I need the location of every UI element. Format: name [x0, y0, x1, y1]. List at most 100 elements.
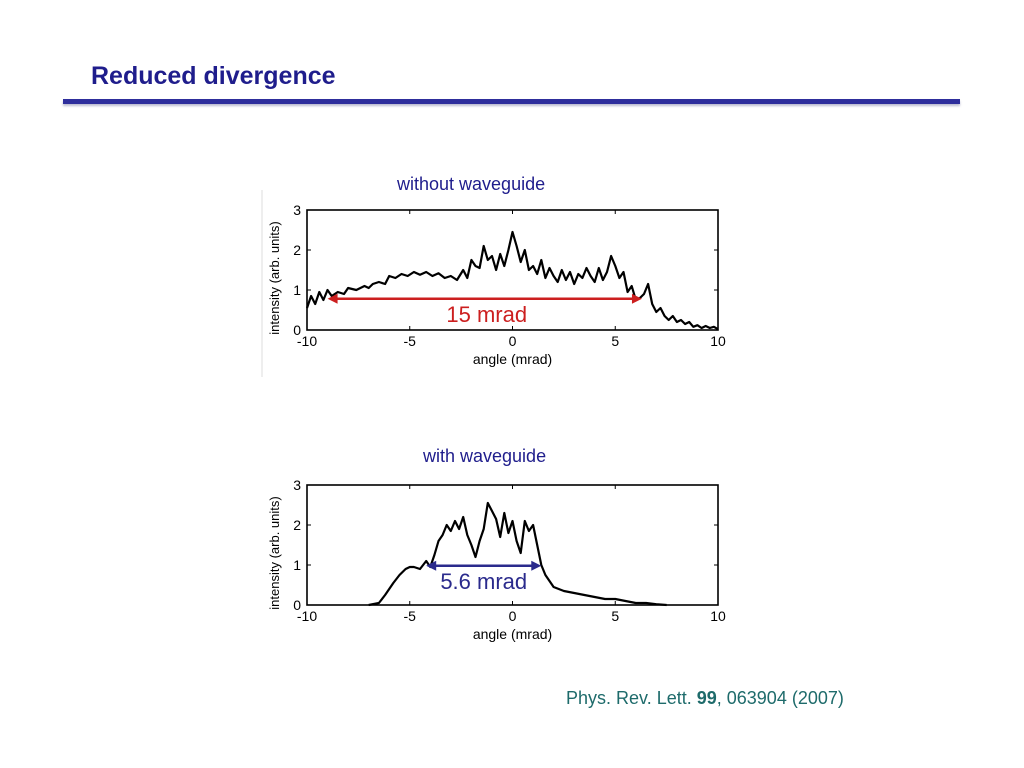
data-point: [532, 265, 534, 267]
slide-title: Reduced divergence: [91, 62, 336, 90]
data-point: [347, 287, 349, 289]
y-tick-label: 2: [293, 517, 301, 533]
data-point: [442, 534, 444, 536]
data-point: [425, 560, 427, 562]
data-point: [544, 277, 546, 279]
data-point: [594, 281, 596, 283]
y-tick-label: 0: [293, 322, 301, 338]
data-point: [409, 566, 411, 568]
data-point: [688, 321, 690, 323]
data-point: [626, 291, 629, 293]
data-point: [544, 574, 546, 576]
data-point: [363, 285, 366, 287]
data-point: [581, 277, 583, 279]
data-point: [548, 580, 551, 582]
arrow-head-left: [426, 560, 437, 571]
data-point: [520, 552, 522, 554]
data-point: [705, 325, 707, 327]
data-point: [692, 326, 694, 328]
data-point: [511, 231, 514, 233]
data-point: [368, 604, 370, 606]
data-point: [437, 272, 440, 274]
data-point: [407, 275, 409, 277]
data-point: [635, 602, 637, 604]
x-axis-label: angle (mrad): [473, 626, 552, 642]
data-point: [507, 532, 509, 534]
y-tick-label: 1: [293, 282, 301, 298]
data-point: [700, 327, 703, 329]
data-point: [604, 598, 606, 600]
data-point: [388, 588, 390, 590]
title-divider: [63, 99, 960, 104]
data-point: [450, 275, 452, 277]
x-tick-label: -10: [297, 333, 317, 349]
data-point: [454, 520, 456, 522]
data-point: [602, 279, 604, 281]
data-point: [394, 277, 396, 279]
data-point: [470, 259, 472, 261]
data-point: [479, 267, 481, 269]
data-point: [503, 265, 505, 267]
data-point: [663, 315, 666, 317]
data-point: [569, 271, 571, 273]
data-point: [511, 520, 514, 522]
data-point: [433, 554, 436, 556]
data-point: [672, 315, 674, 317]
y-axis-label: intensity (arb. units): [267, 496, 282, 609]
data-point: [431, 275, 433, 277]
data-point: [483, 245, 485, 247]
data-point: [557, 281, 559, 283]
data-point: [573, 592, 575, 594]
data-point: [647, 283, 649, 285]
data-point: [388, 275, 390, 277]
data-point: [573, 283, 575, 285]
data-point: [466, 277, 468, 279]
y-tick-label: 3: [293, 477, 301, 493]
data-point: [585, 267, 588, 269]
chart-title-without-waveguide: without waveguide: [397, 174, 546, 194]
data-point: [462, 516, 464, 518]
data-point: [392, 582, 394, 584]
data-point: [462, 269, 464, 271]
data-point: [598, 267, 600, 269]
data-point: [495, 518, 497, 520]
data-point: [709, 327, 711, 329]
data-point: [528, 269, 530, 271]
data-point: [437, 540, 440, 542]
data-point: [384, 283, 386, 285]
data-point: [470, 544, 472, 546]
data-point: [368, 287, 370, 289]
x-tick-label: -5: [404, 608, 417, 624]
data-point: [540, 564, 542, 566]
data-point: [419, 568, 421, 570]
data-point: [536, 544, 538, 546]
x-tick-label: 5: [611, 333, 619, 349]
data-point: [614, 598, 616, 600]
data-point: [680, 319, 682, 321]
data-point: [331, 295, 333, 297]
x-tick-label: -5: [404, 333, 417, 349]
data-point: [548, 267, 551, 269]
data-point: [520, 261, 522, 263]
data-point: [503, 512, 505, 514]
data-point: [444, 277, 446, 279]
citation: Phys. Rev. Lett. 99, 063904 (2007): [566, 688, 844, 709]
data-point: [528, 530, 530, 532]
citation-journal: Phys. Rev. Lett.: [566, 688, 692, 708]
data-point: [606, 271, 608, 273]
data-point: [696, 324, 699, 326]
data-point: [684, 323, 686, 325]
data-point: [622, 271, 625, 273]
x-tick-label: 10: [710, 333, 726, 349]
data-point: [668, 319, 670, 321]
data-point: [553, 275, 555, 277]
data-point: [474, 265, 477, 267]
data-point: [516, 540, 518, 542]
data-point: [495, 269, 497, 271]
data-point: [577, 273, 579, 275]
data-point: [456, 279, 458, 281]
citation-pages-year: , 063904 (2007): [716, 688, 844, 708]
data-point: [446, 524, 448, 526]
x-tick-label: -10: [297, 608, 317, 624]
width-annotation-label: 15 mrad: [446, 302, 527, 327]
